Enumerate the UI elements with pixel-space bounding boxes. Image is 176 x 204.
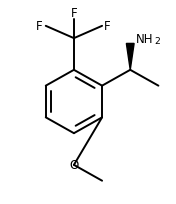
Text: F: F: [71, 7, 77, 20]
Text: NH: NH: [136, 32, 153, 45]
Text: 2: 2: [154, 37, 160, 46]
Polygon shape: [126, 44, 134, 70]
Text: F: F: [36, 20, 42, 33]
Text: F: F: [104, 20, 111, 33]
Text: O: O: [69, 159, 78, 172]
